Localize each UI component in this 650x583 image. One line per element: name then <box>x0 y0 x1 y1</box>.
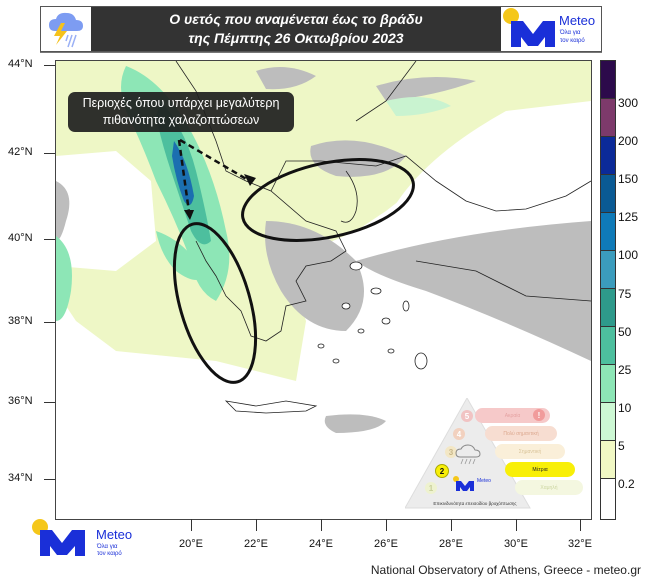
level-2-number-active: 2 <box>435 464 449 478</box>
lat-label-42: 42°N <box>8 146 33 158</box>
logo-tagline-1: Όλα για <box>560 30 581 36</box>
title-banner: Ο υετός που αναμένεται έως το βράδυ της … <box>91 7 501 51</box>
colorbar-seg <box>601 403 615 441</box>
logo-name: Meteo <box>559 13 596 28</box>
callout-line-2: πιθανότητα χαλαζοπτώσεων <box>102 113 260 127</box>
level-3-number: 3 <box>445 446 457 458</box>
colorbar-label: 200 <box>618 134 639 148</box>
colorbar-seg <box>601 289 615 327</box>
colorbar-seg <box>601 479 615 519</box>
colorbar-label: 0.2 <box>618 477 635 491</box>
colorbar-label: 25 <box>618 363 632 377</box>
lon-label-26: 26°E <box>374 538 398 550</box>
pyramid-footer: Επικινδυνότητα επεισοδίου βροχόπτωσης <box>433 501 517 506</box>
colorbar-label: 300 <box>618 96 639 110</box>
colorbar-seg <box>601 441 615 479</box>
rain-cloud-icon <box>455 444 481 465</box>
level-4-pill: Πολύ σημαντική <box>485 426 557 441</box>
logo-tagline-2: τον καιρό <box>560 38 585 44</box>
colorbar-seg <box>601 213 615 251</box>
header-divider <box>40 52 602 53</box>
pyramid-logo-name: Meteo <box>477 478 491 484</box>
lon-label-24: 24°E <box>309 538 333 550</box>
level-2-pill-active: Μέτρια <box>505 462 575 477</box>
lat-tick <box>44 239 55 240</box>
bottom-logo-tagline-2: τον καιρό <box>97 551 122 557</box>
lat-tick <box>44 153 55 154</box>
colorbar-label: 50 <box>618 325 632 339</box>
colorbar-seg <box>601 61 615 99</box>
colorbar-seg <box>601 365 615 403</box>
meteo-logo-mark <box>32 519 85 556</box>
colorbar-label: 100 <box>618 248 639 262</box>
colorbar-seg <box>601 251 615 289</box>
bottom-meteo-logo: Meteo Όλα για τον καιρό <box>30 518 150 558</box>
title-line-1: Ο υετός που αναμένεται έως το βράδυ <box>169 11 423 27</box>
colorbar-label: 75 <box>618 287 632 301</box>
colorbar-seg <box>601 137 615 175</box>
level-3-pill: Σημαντική <box>495 444 565 459</box>
lat-tick <box>44 65 55 66</box>
thunderstorm-rain-icon <box>41 7 91 51</box>
meteo-logo-mark <box>503 8 555 47</box>
callout-line-1: Περιοχές όπου υπάρχει μεγαλύτερη <box>82 96 280 110</box>
lat-label-40: 40°N <box>8 232 33 244</box>
lat-label-36: 36°N <box>8 395 33 407</box>
header: Ο υετός που αναμένεται έως το βράδυ της … <box>40 6 602 52</box>
lon-tick <box>451 519 452 531</box>
title-line-2: της Πέμπτης 26 Οκτωβρίου 2023 <box>188 30 404 46</box>
colorbar-label: 5 <box>618 439 625 453</box>
lat-label-44: 44°N <box>8 58 33 70</box>
lat-tick <box>44 402 55 403</box>
lon-tick <box>191 519 192 531</box>
colorbar-seg <box>601 175 615 213</box>
level-4-number: 4 <box>453 428 465 440</box>
colorbar-label: 125 <box>618 210 639 224</box>
pyramid-meteo-logo <box>453 476 474 491</box>
level-5-number: 5 <box>461 410 473 422</box>
lon-label-30: 30°E <box>504 538 528 550</box>
level-1-pill: Χαμηλή <box>515 480 583 495</box>
level-5-pill: Ακραία <box>475 408 550 423</box>
lon-tick <box>516 519 517 531</box>
lon-tick <box>580 519 581 531</box>
lon-tick <box>321 519 322 531</box>
colorbar-seg <box>601 327 615 365</box>
lat-label-38: 38°N <box>8 315 33 327</box>
lat-label-34: 34°N <box>8 472 33 484</box>
meteo-logo: Meteo Όλα για τον καιρό <box>501 7 601 51</box>
bottom-logo-name: Meteo <box>96 527 133 542</box>
alert-icon: ! <box>533 409 545 421</box>
colorbar <box>600 60 616 520</box>
bottom-logo-tagline-1: Όλα για <box>97 544 118 550</box>
rain-severity-pyramid: Ακραία ! Πολύ σημαντική Σημαντική Μέτρια… <box>405 398 590 513</box>
lon-label-28: 28°E <box>439 538 463 550</box>
lon-tick <box>256 519 257 531</box>
level-1-number: 1 <box>425 482 437 494</box>
lon-tick <box>386 519 387 531</box>
lat-tick <box>44 322 55 323</box>
credit-text: National Observatory of Athens, Greece -… <box>370 563 641 577</box>
lon-label-32: 32°E <box>568 538 592 550</box>
lon-label-20: 20°E <box>179 538 203 550</box>
colorbar-label: 10 <box>618 401 632 415</box>
lon-label-22: 22°E <box>244 538 268 550</box>
hail-callout: Περιοχές όπου υπάρχει μεγαλύτερη πιθανότ… <box>68 92 294 132</box>
colorbar-seg <box>601 99 615 137</box>
lat-tick <box>44 479 55 480</box>
colorbar-label: 150 <box>618 172 639 186</box>
